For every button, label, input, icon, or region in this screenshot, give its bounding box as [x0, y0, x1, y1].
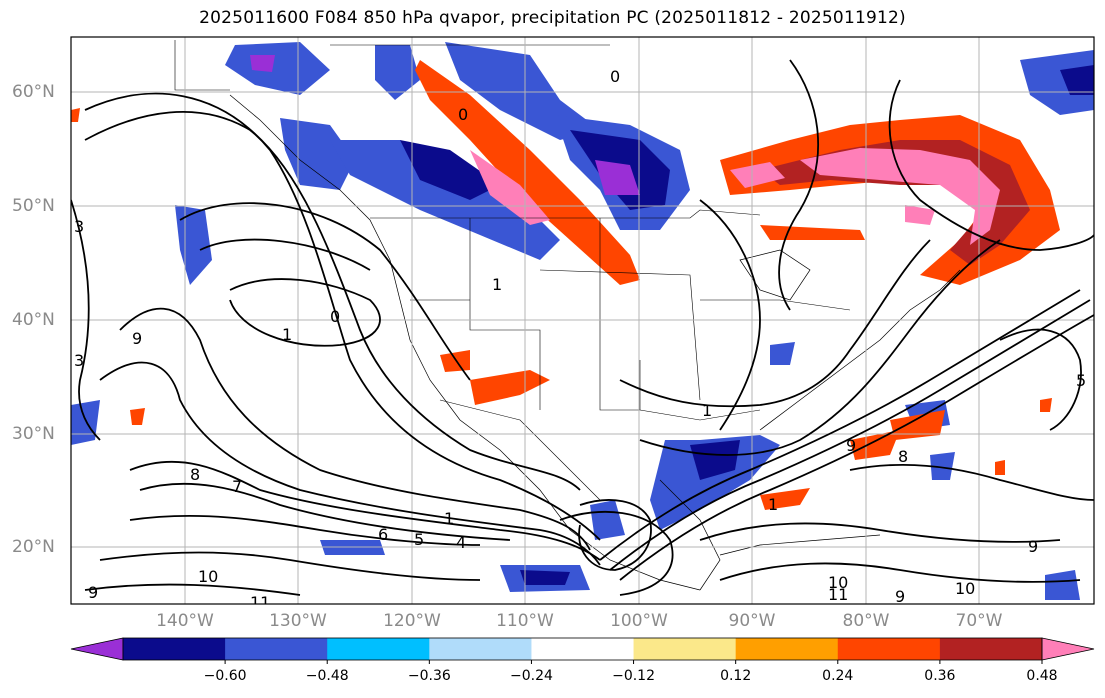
lon-label-120w: 120°W: [383, 611, 441, 631]
lat-label-30n: 30°N: [12, 424, 55, 444]
contour-label: 10: [955, 579, 975, 598]
political-borders: [174, 40, 851, 501]
contour-label: 5: [1076, 371, 1086, 390]
lat-label-50n: 50°N: [12, 196, 55, 216]
contour-label: 8: [898, 447, 908, 466]
colorbar-tick-label: 0.36: [924, 668, 956, 684]
map-title: 2025011600 F084 850 hPa qvapor, precipit…: [199, 8, 906, 28]
lon-label-140w: 140°W: [156, 611, 214, 631]
colorbar-tick-label: 0.12: [720, 668, 752, 684]
lon-label-130w: 130°W: [269, 611, 327, 631]
contour-label: 0: [330, 307, 340, 326]
lat-label-40n: 40°N: [12, 310, 55, 330]
contour-labels: 0 0 1 0 1 1 9 3 9 8 7 6 5 4 1 10 11 3 9 …: [74, 67, 1086, 612]
colorbar-frame: [122, 637, 1043, 661]
colorbar-segment: [123, 638, 226, 660]
lon-label-90w: 90°W: [728, 611, 776, 631]
colorbar-extend-low: [70, 637, 124, 661]
lon-label-110w: 110°W: [496, 611, 554, 631]
colorbar-tick-label: −0.24: [509, 668, 553, 684]
contour-label: 0: [610, 67, 620, 86]
map-frame: [70, 36, 1095, 605]
contour-label: 5: [414, 530, 424, 549]
colorbar-segments: [70, 637, 1095, 664]
colorbar-segment: [327, 638, 430, 660]
contour-label: 9: [1028, 537, 1038, 556]
contour-label: 10: [828, 573, 848, 592]
colorbar-segment: [531, 638, 635, 660]
qvapor-contours: [71, 59, 1094, 596]
contour-label: 1: [492, 275, 502, 294]
contour-label: 11: [828, 585, 848, 604]
contour-label: 0: [458, 105, 468, 124]
contour-label: 1: [702, 401, 712, 420]
contour-label: 9: [895, 587, 905, 606]
colorbar-segment: [939, 638, 1043, 660]
contour-label: 4: [456, 533, 466, 552]
colorbar-segment: [429, 638, 532, 660]
colorbar-tick-label: −0.36: [407, 668, 451, 684]
shaded-field-negative: [71, 42, 1094, 600]
lon-label-80w: 80°W: [842, 611, 890, 631]
contour-label: 10: [198, 567, 218, 586]
colorbar-extend-high: [1041, 637, 1095, 661]
lon-label-70w: 70°W: [955, 611, 1003, 631]
contour-label: 11: [250, 593, 270, 612]
colorbar-segment: [837, 638, 941, 660]
lat-label-60n: 60°N: [12, 82, 55, 102]
colorbar-tick-label: −0.48: [305, 668, 349, 684]
colorbar-tick-label: −0.60: [203, 668, 247, 684]
contour-label: 9: [88, 583, 98, 602]
lat-label-20n: 20°N: [12, 537, 55, 557]
colorbar-tick-label: −0.12: [612, 668, 655, 684]
coastlines: [229, 94, 961, 591]
colorbar-segment: [735, 638, 839, 660]
contour-label: 1: [282, 325, 292, 344]
contour-label: 7: [232, 477, 242, 496]
lon-label-100w: 100°W: [610, 611, 668, 631]
contour-label: 8: [190, 465, 200, 484]
contour-label: 1: [444, 509, 454, 528]
contour-label: 9: [846, 436, 856, 455]
colorbar-tick-label: 0.24: [822, 668, 854, 684]
contour-label: 6: [378, 525, 388, 544]
contour-label: 3: [74, 351, 84, 370]
contour-label: 9: [132, 329, 142, 348]
contour-label: 1: [768, 495, 778, 514]
colorbar-segment: [225, 638, 328, 660]
colorbar-segment: [633, 638, 737, 660]
contour-label: 3: [74, 217, 84, 236]
colorbar-tick-label: 0.48: [1026, 668, 1058, 684]
